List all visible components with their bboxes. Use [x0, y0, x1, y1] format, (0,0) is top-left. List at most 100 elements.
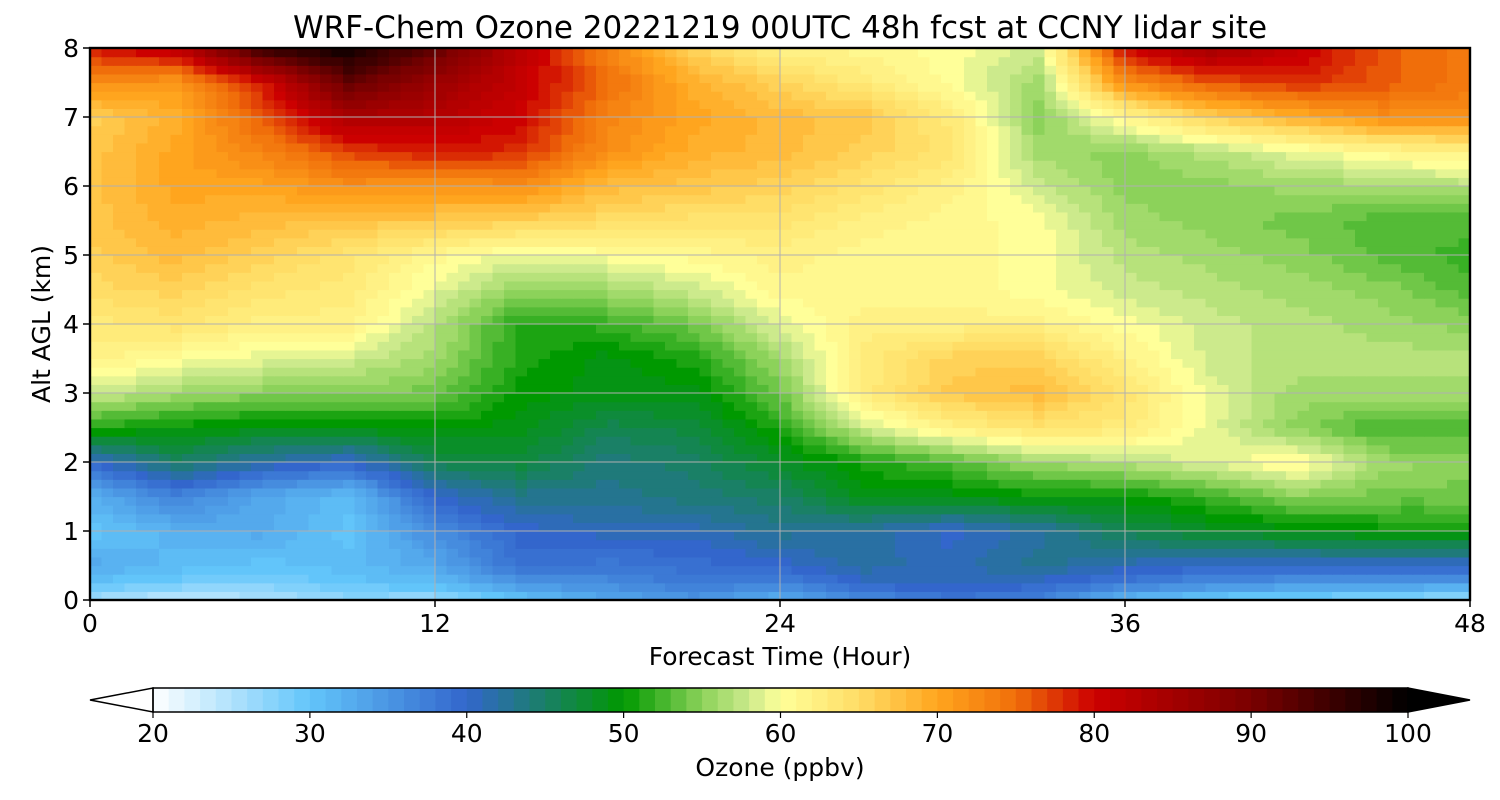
field-cell	[929, 246, 942, 256]
field-cell	[1067, 556, 1080, 567]
field-cell	[860, 298, 873, 308]
field-cell	[1309, 341, 1322, 351]
field-cell	[619, 436, 632, 446]
field-cell	[1309, 384, 1322, 394]
field-cell	[975, 574, 988, 584]
field-cell	[1424, 263, 1437, 273]
field-cell	[975, 315, 988, 325]
field-cell	[205, 470, 218, 480]
field-cell	[446, 436, 459, 446]
field-cell	[906, 496, 919, 506]
field-cell	[1309, 556, 1322, 567]
field-cell	[193, 255, 206, 265]
field-cell	[331, 531, 344, 541]
field-cell	[998, 470, 1011, 480]
field-cell	[952, 522, 965, 532]
field-cell	[826, 263, 839, 273]
field-cell	[389, 255, 402, 265]
field-cell	[849, 280, 862, 291]
field-cell	[941, 496, 954, 506]
field-cell	[1033, 531, 1046, 541]
field-cell	[1102, 384, 1115, 394]
field-cell	[1251, 513, 1264, 523]
field-cell	[435, 375, 448, 385]
field-cell	[504, 574, 517, 584]
field-cell	[918, 324, 931, 334]
field-cell	[561, 531, 574, 541]
field-cell	[768, 280, 781, 291]
field-cell	[377, 315, 390, 325]
field-cell	[377, 289, 390, 299]
field-cell	[262, 470, 275, 480]
field-cell	[573, 522, 586, 532]
field-cell	[1182, 298, 1195, 308]
field-cell	[423, 444, 436, 454]
field-cell	[1079, 487, 1092, 498]
field-cell	[412, 246, 425, 256]
field-cell	[458, 384, 471, 394]
field-cell	[182, 324, 195, 334]
field-cell	[952, 324, 965, 334]
field-cell	[389, 487, 402, 498]
field-cell	[1171, 565, 1184, 575]
field-cell	[262, 393, 275, 403]
field-cell	[803, 367, 816, 377]
field-cell	[1401, 531, 1414, 541]
field-cell	[1217, 591, 1230, 600]
field-cell	[550, 349, 563, 360]
field-cell	[895, 522, 908, 532]
field-cell	[136, 556, 149, 567]
field-cell	[607, 393, 620, 403]
field-cell	[147, 237, 160, 247]
field-cell	[274, 453, 287, 463]
field-cell	[216, 470, 229, 480]
field-cell	[147, 298, 160, 308]
field-cell	[320, 479, 333, 489]
field-cell	[1274, 427, 1287, 437]
field-cell	[975, 418, 988, 429]
field-cell	[1148, 358, 1161, 368]
field-cell	[1113, 367, 1126, 377]
field-cell	[929, 272, 942, 282]
field-cell	[619, 324, 632, 334]
field-cell	[1251, 470, 1264, 480]
field-cell	[1033, 444, 1046, 454]
field-cell	[1401, 565, 1414, 575]
field-cell	[1113, 565, 1126, 575]
field-cell	[354, 427, 367, 437]
field-cell	[101, 556, 114, 567]
field-cell	[481, 393, 494, 403]
field-cell	[1217, 574, 1230, 584]
field-cell	[780, 496, 793, 506]
field-cell	[101, 522, 114, 532]
field-cell	[1401, 341, 1414, 351]
field-cell	[918, 367, 931, 377]
field-cell	[826, 496, 839, 506]
field-cell	[975, 384, 988, 394]
field-cell	[297, 453, 310, 463]
field-cell	[1171, 582, 1184, 592]
field-cell	[929, 453, 942, 463]
field-cell	[1136, 263, 1149, 273]
field-cell	[1355, 410, 1368, 420]
field-cell	[389, 427, 402, 437]
field-cell	[1182, 453, 1195, 463]
field-cell	[584, 367, 597, 377]
field-cell	[1320, 306, 1333, 316]
field-cell	[239, 565, 252, 575]
field-cell	[435, 324, 448, 334]
field-cell	[676, 427, 689, 437]
field-cell	[481, 272, 494, 282]
field-cell	[780, 306, 793, 316]
field-cell	[895, 531, 908, 541]
field-cell	[837, 341, 850, 351]
field-cell	[1205, 367, 1218, 377]
field-cell	[814, 591, 827, 600]
field-cell	[331, 565, 344, 575]
field-cell	[1090, 255, 1103, 265]
field-cell	[883, 548, 896, 558]
field-cell	[1309, 574, 1322, 584]
field-cell	[1389, 487, 1402, 498]
field-cell	[1125, 479, 1138, 489]
field-cell	[665, 375, 678, 385]
